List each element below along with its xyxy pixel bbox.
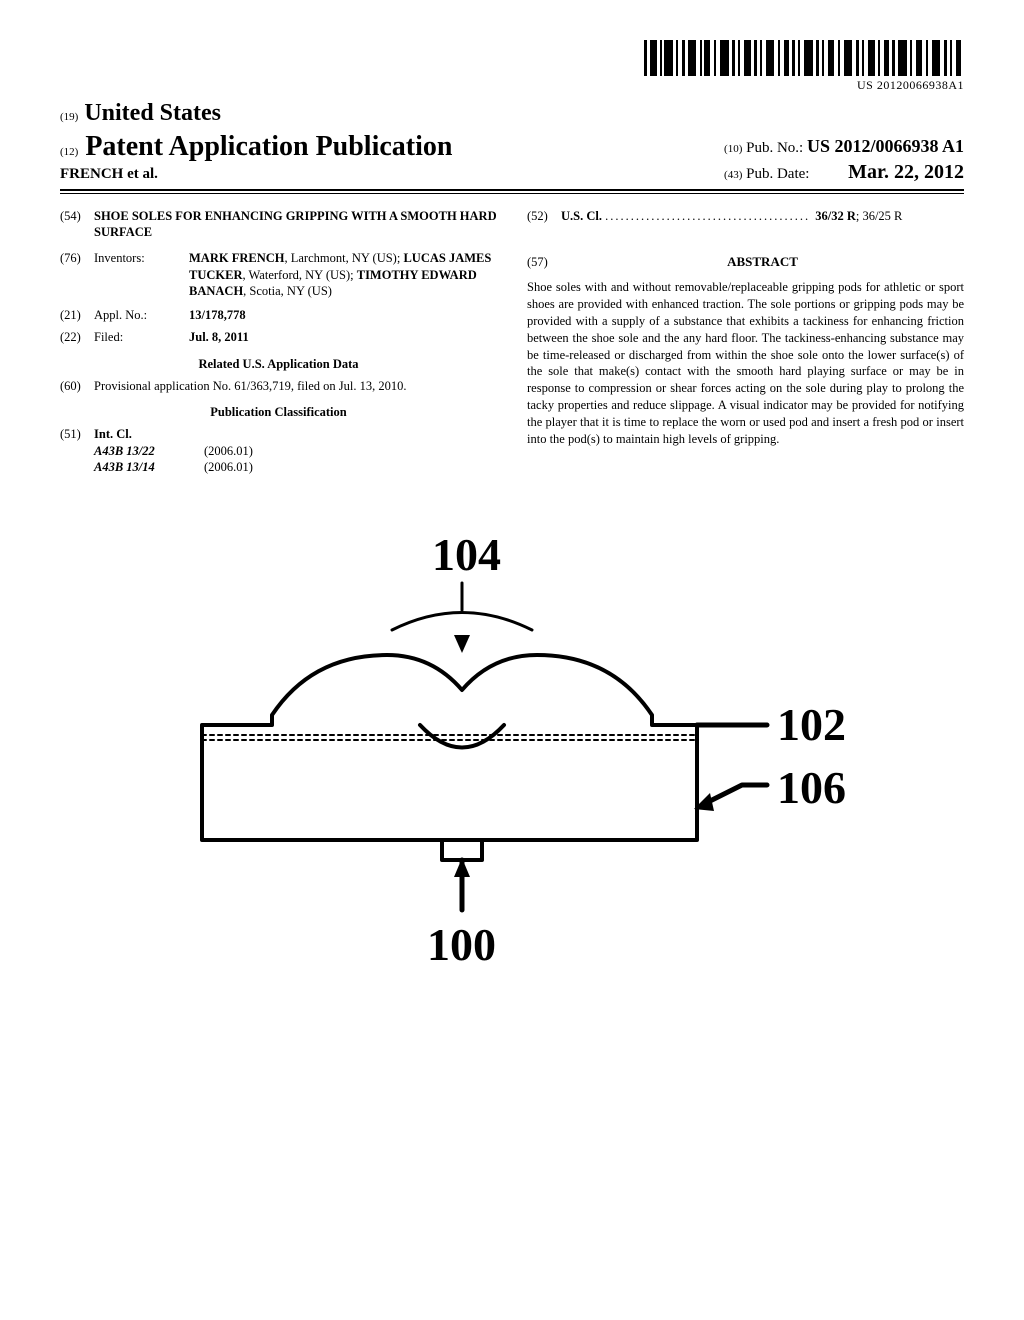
inventors-field: (76) Inventors: MARK FRENCH, Larchmont, … bbox=[60, 250, 497, 299]
barcode-number: US 20120066938A1 bbox=[644, 78, 964, 94]
intcl-year-0: (2006.01) bbox=[204, 443, 253, 459]
pubclass-heading: Publication Classification bbox=[60, 404, 497, 420]
filed-value: Jul. 8, 2011 bbox=[189, 329, 497, 345]
filed-field: (22) Filed: Jul. 8, 2011 bbox=[60, 329, 497, 345]
provisional-field: (60) Provisional application No. 61/363,… bbox=[60, 378, 497, 394]
header-left: (19) United States (12) Patent Applicati… bbox=[60, 98, 452, 185]
abstract-text: Shoe soles with and without removable/re… bbox=[527, 279, 964, 448]
abstract-heading: ABSTRACT bbox=[561, 254, 964, 271]
fig-label-100: 100 bbox=[427, 919, 496, 970]
inventor-name-0: MARK FRENCH bbox=[189, 251, 284, 265]
patent-title: SHOE SOLES FOR ENHANCING GRIPPING WITH A… bbox=[94, 208, 497, 241]
uscl-dots: ........................................ bbox=[605, 209, 815, 223]
related-heading: Related U.S. Application Data bbox=[60, 356, 497, 372]
applno-label: Appl. No.: bbox=[94, 307, 189, 323]
intcl-year-1: (2006.01) bbox=[204, 459, 253, 475]
applno-value: 13/178,778 bbox=[189, 307, 497, 323]
figure: 104 102 106 100 bbox=[60, 515, 964, 985]
right-column: (52) U.S. Cl. ..........................… bbox=[527, 208, 964, 475]
intcl-label: Int. Cl. bbox=[94, 427, 132, 441]
prefix-19: (19) bbox=[60, 111, 78, 123]
intcl-row-0: A43B 13/22 (2006.01) bbox=[94, 443, 497, 459]
intcl-code-0: A43B 13/22 bbox=[94, 443, 204, 459]
body-columns: (54) SHOE SOLES FOR ENHANCING GRIPPING W… bbox=[60, 208, 964, 475]
left-column: (54) SHOE SOLES FOR ENHANCING GRIPPING W… bbox=[60, 208, 497, 475]
field-code-54: (54) bbox=[60, 208, 94, 241]
provisional-text: Provisional application No. 61/363,719, … bbox=[94, 378, 497, 394]
inventor-loc-2: , Scotia, NY (US) bbox=[243, 284, 332, 298]
pubdate-label: Pub. Date: bbox=[746, 166, 809, 182]
field-code-51: (51) bbox=[60, 426, 94, 442]
prefix-12: (12) bbox=[60, 146, 78, 158]
intcl-field: (51) Int. Cl. bbox=[60, 426, 497, 442]
uscl-bold: 36/32 R bbox=[815, 209, 856, 223]
divider-thin bbox=[60, 193, 964, 194]
intcl-row-1: A43B 13/14 (2006.01) bbox=[94, 459, 497, 475]
barcode: US 20120066938A1 bbox=[644, 40, 964, 94]
divider-thick bbox=[60, 189, 964, 191]
pubno: US 2012/0066938 A1 bbox=[807, 136, 964, 156]
barcode-region: US 20120066938A1 bbox=[60, 40, 964, 94]
field-code-52: (52) bbox=[527, 208, 561, 224]
fig-label-106: 106 bbox=[777, 762, 846, 813]
authors-line: FRENCH et al. bbox=[60, 165, 452, 185]
uscl-rest: ; 36/25 R bbox=[856, 209, 903, 223]
field-code-60: (60) bbox=[60, 378, 94, 394]
uscl-field: (52) U.S. Cl. ..........................… bbox=[527, 208, 964, 224]
inventor-loc-1: , Waterford, NY (US); bbox=[242, 268, 356, 282]
pubdate: Mar. 22, 2012 bbox=[848, 159, 964, 185]
prefix-43: (43) bbox=[724, 169, 742, 181]
publication-type: Patent Application Publication bbox=[85, 131, 452, 162]
field-code-21: (21) bbox=[60, 307, 94, 323]
field-code-57: (57) bbox=[527, 254, 561, 279]
country-name: United States bbox=[84, 100, 221, 126]
header-right: (10) Pub. No.: US 2012/0066938 A1 (43) P… bbox=[724, 135, 964, 185]
inventor-loc-0: , Larchmont, NY (US); bbox=[284, 251, 403, 265]
title-field: (54) SHOE SOLES FOR ENHANCING GRIPPING W… bbox=[60, 208, 497, 241]
uscl-label: U.S. Cl. bbox=[561, 209, 602, 223]
inventors-label: Inventors: bbox=[94, 250, 189, 299]
applno-field: (21) Appl. No.: 13/178,778 bbox=[60, 307, 497, 323]
header: (19) United States (12) Patent Applicati… bbox=[60, 98, 964, 185]
intcl-code-1: A43B 13/14 bbox=[94, 459, 204, 475]
uscl-value: U.S. Cl. ...............................… bbox=[561, 208, 964, 224]
field-code-22: (22) bbox=[60, 329, 94, 345]
pubno-label: Pub. No.: bbox=[746, 140, 803, 156]
filed-label: Filed: bbox=[94, 329, 189, 345]
inventors-list: MARK FRENCH, Larchmont, NY (US); LUCAS J… bbox=[189, 250, 497, 299]
prefix-10: (10) bbox=[724, 143, 742, 155]
fig-label-104: 104 bbox=[432, 529, 501, 580]
fig-label-102: 102 bbox=[777, 699, 846, 750]
field-code-76: (76) bbox=[60, 250, 94, 299]
